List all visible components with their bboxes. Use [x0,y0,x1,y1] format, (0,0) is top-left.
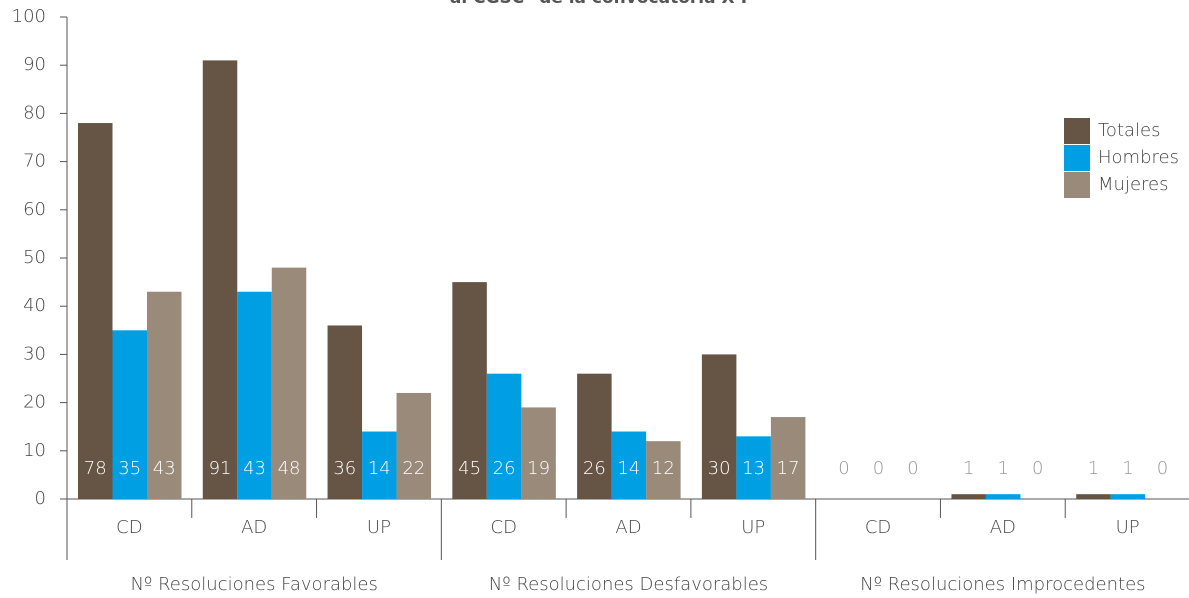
y-tick-label: 20 [23,392,46,413]
legend-label: Totales [1098,120,1161,141]
bar [396,392,432,499]
legend-label: Mujeres [1098,174,1168,195]
y-tick-label: 90 [23,54,46,75]
value-label: 26 [493,458,516,479]
y-tick-label: 80 [23,102,46,123]
y-tick-label: 50 [23,247,46,268]
value-label: 14 [617,458,640,479]
value-label: 78 [84,458,107,479]
value-label: 36 [333,458,356,479]
x-tick-label: CD [116,517,142,538]
bar [611,431,647,499]
legend-swatch [1064,172,1090,198]
bar [147,291,182,499]
value-label: 1 [1122,458,1133,479]
value-label: 48 [278,458,301,479]
value-label: 43 [243,458,266,479]
bar [736,436,771,499]
x-tick-label: AD [990,517,1016,538]
value-label: 1 [997,458,1008,479]
value-label: 0 [907,458,918,479]
group-label: Nº Resoluciones Desfavorables [489,574,768,595]
x-tick-label: UP [1116,517,1140,538]
bar [646,441,681,499]
value-label: 19 [527,458,550,479]
bar [985,494,1021,499]
value-label: 43 [153,458,176,479]
bar [486,373,522,499]
value-label: 14 [368,458,391,479]
bar [202,60,238,499]
chart-title: al CGSC* de la convocatoria X-Y [450,0,751,8]
x-tick-label: AD [241,517,267,538]
legend-label: Hombres [1098,147,1179,168]
value-label: 0 [1157,458,1168,479]
legend-swatch [1064,145,1090,171]
bar [112,330,147,499]
bar [521,407,556,499]
y-tick-label: 30 [23,343,46,364]
y-tick-label: 40 [23,295,46,316]
x-tick-label: AD [615,517,641,538]
value-label: 0 [1032,458,1043,479]
bar [701,354,737,499]
value-label: 91 [209,458,232,479]
y-tick-label: 70 [23,151,46,172]
value-label: 1 [963,458,974,479]
bar [78,123,113,499]
value-label: 35 [118,458,141,479]
bar [1076,494,1111,499]
x-tick-label: UP [741,517,765,538]
y-tick-label: 100 [12,6,46,27]
bar [452,282,487,499]
value-label: 26 [583,458,606,479]
value-label: 17 [777,458,800,479]
value-label: 0 [838,458,849,479]
value-label: 1 [1088,458,1099,479]
group-label: Nº Resoluciones Favorables [130,574,377,595]
y-tick-label: 60 [23,199,46,220]
legend-swatch [1064,118,1090,144]
bar [237,291,272,499]
value-label: 45 [458,458,481,479]
value-label: 13 [742,458,765,479]
bar [770,417,806,499]
x-tick-label: CD [491,517,517,538]
value-label: 0 [873,458,884,479]
bar [271,267,307,499]
y-tick-label: 0 [35,488,46,509]
x-tick-label: CD [865,517,891,538]
bar [577,373,612,499]
value-label: 22 [402,458,425,479]
value-label: 12 [652,458,675,479]
bar [951,494,986,499]
bar [1110,494,1146,499]
group-label: Nº Resoluciones Improcedentes [860,574,1145,595]
value-label: 30 [708,458,731,479]
bar [327,325,363,499]
y-tick-label: 10 [23,440,46,461]
x-tick-label: UP [367,517,391,538]
bar [362,431,397,499]
